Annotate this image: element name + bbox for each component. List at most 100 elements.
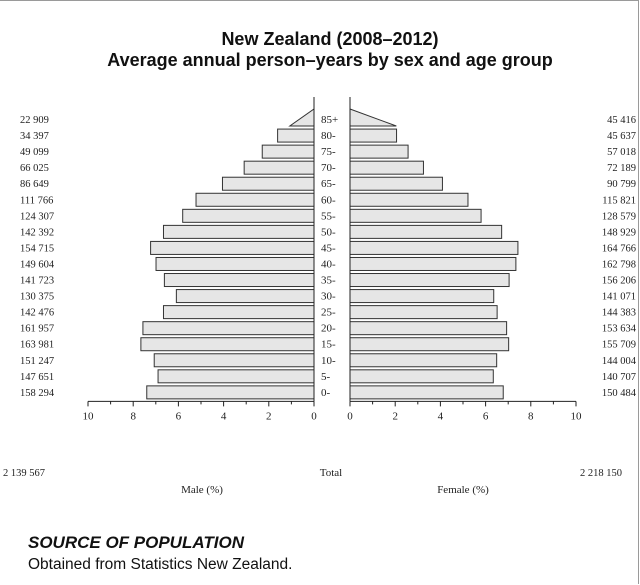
age-group-label: 50-	[321, 226, 336, 238]
male-count-label: 111 766	[20, 195, 53, 206]
chart-title-line2: Average annual person–years by sex and a…	[107, 50, 553, 70]
female-count-label: 155 709	[602, 340, 636, 351]
male-count-label: 142 392	[20, 227, 54, 238]
female-bar	[349, 337, 510, 352]
male-x-tick-label: 2	[266, 410, 272, 422]
male-bar	[182, 208, 315, 223]
source-heading: SOURCE OF POPULATION	[28, 533, 244, 552]
female-count-label: 162 798	[602, 259, 636, 270]
age-group-label: 75-	[321, 146, 336, 158]
total-label: Total	[320, 467, 342, 479]
male-count-label: 124 307	[20, 211, 54, 222]
female-count-label: 45 637	[607, 131, 636, 142]
male-bar	[162, 224, 315, 239]
age-group-label: 30-	[321, 291, 336, 303]
female-bar	[349, 273, 510, 288]
male-count-label: 66 025	[20, 163, 49, 174]
age-group-label: 10-	[321, 355, 336, 367]
female-count-label: 45 416	[607, 115, 636, 126]
female-count-label: 164 766	[602, 243, 636, 254]
female-bar	[349, 144, 409, 159]
male-count-label: 151 247	[20, 356, 54, 367]
male-bar	[157, 369, 315, 384]
male-count-label: 158 294	[20, 388, 55, 399]
female-count-label: 90 799	[607, 179, 636, 190]
age-group-label: 25-	[321, 307, 336, 319]
male-count-label: 130 375	[20, 292, 54, 303]
female-bar	[349, 256, 517, 271]
female-bar	[349, 289, 495, 304]
male-count-label: 147 651	[20, 372, 54, 383]
female-bar	[349, 305, 498, 320]
female-bar	[349, 176, 443, 191]
age-group-label: 15-	[321, 339, 336, 351]
male-count-label: 34 397	[20, 131, 49, 142]
female-bar	[349, 385, 504, 400]
male-x-tick-label: 6	[176, 410, 182, 422]
chart-title-line1: New Zealand (2008–2012)	[221, 29, 438, 49]
male-count-label: 142 476	[20, 308, 54, 319]
male-bar	[261, 144, 315, 159]
female-axis-label: Female (%)	[437, 484, 489, 496]
female-x-tick-label: 4	[438, 410, 444, 422]
male-axis-label: Male (%)	[181, 484, 223, 496]
male-bar	[142, 321, 315, 336]
female-x-tick-label: 0	[347, 410, 353, 422]
male-bar	[150, 240, 315, 255]
female-x-tick-label: 2	[392, 410, 398, 422]
age-group-label: 40-	[321, 258, 336, 270]
female-count-label: 150 484	[602, 388, 637, 399]
male-count-label: 141 723	[20, 276, 54, 287]
age-group-label: 55-	[321, 210, 336, 222]
female-count-label: 141 071	[602, 292, 636, 303]
age-group-label: 80-	[321, 130, 336, 142]
female-count-label: 148 929	[602, 227, 636, 238]
male-bar	[195, 192, 315, 207]
female-bar	[349, 369, 494, 384]
female-count-label: 140 707	[602, 372, 636, 383]
male-count-label: 161 957	[20, 324, 54, 335]
male-bar	[288, 108, 315, 127]
female-count-label: 115 821	[602, 195, 636, 206]
male-bar	[140, 337, 315, 352]
male-bar	[153, 353, 315, 368]
female-count-label: 128 579	[602, 211, 636, 222]
male-total: 2 139 567	[3, 468, 45, 479]
male-x-tick-label: 10	[83, 410, 95, 422]
male-count-label: 154 715	[20, 243, 54, 254]
male-count-label: 86 649	[20, 179, 49, 190]
male-bar	[146, 385, 315, 400]
male-count-label: 49 099	[20, 147, 49, 158]
male-count-label: 22 909	[20, 115, 49, 126]
male-bar	[162, 305, 315, 320]
female-bar	[349, 128, 398, 143]
female-x-tick-label: 8	[528, 410, 534, 422]
female-bar	[349, 108, 397, 127]
female-total: 2 218 150	[580, 468, 622, 479]
male-bar	[277, 128, 315, 143]
male-bar	[243, 160, 315, 175]
female-bar	[349, 192, 469, 207]
female-bar	[349, 321, 508, 336]
age-group-label: 45-	[321, 242, 336, 254]
female-count-label: 156 206	[602, 276, 636, 287]
age-group-label: 35-	[321, 275, 336, 287]
female-bar	[349, 240, 519, 255]
age-group-label: 60-	[321, 194, 336, 206]
male-count-label: 149 604	[20, 259, 55, 270]
female-count-label: 144 383	[602, 308, 636, 319]
female-bar	[349, 160, 424, 175]
age-group-label: 5-	[321, 371, 331, 383]
female-count-label: 72 189	[607, 163, 636, 174]
male-bar	[175, 289, 315, 304]
female-bar	[349, 208, 482, 223]
female-count-label: 57 018	[607, 147, 636, 158]
male-x-tick-label: 0	[311, 410, 317, 422]
age-group-label: 0-	[321, 387, 331, 399]
male-bar	[155, 256, 315, 271]
female-count-label: 144 004	[602, 356, 637, 367]
age-group-label: 70-	[321, 162, 336, 174]
female-bar	[349, 224, 503, 239]
